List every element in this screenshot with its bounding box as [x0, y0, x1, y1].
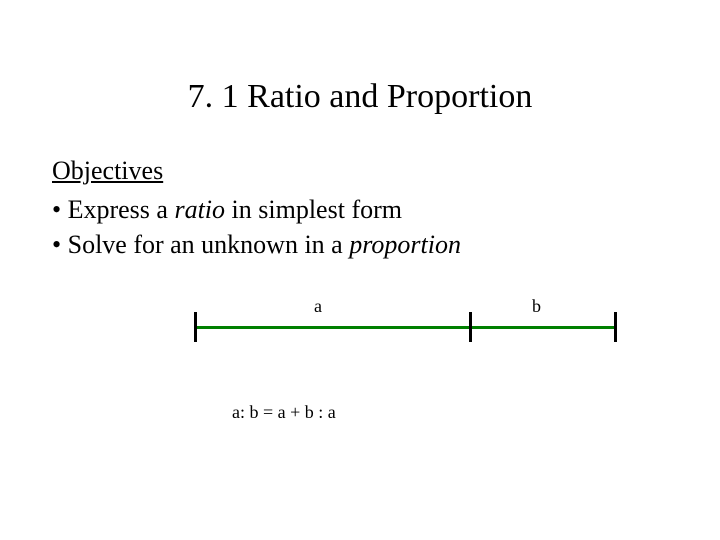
bullet1-italic: ratio	[174, 195, 225, 224]
tick-right	[614, 312, 617, 342]
bullet1-pre: • Express a	[52, 195, 174, 224]
bullet1-post: in simplest form	[225, 195, 402, 224]
content-area: Objectives • Express a ratio in simplest…	[0, 156, 720, 423]
tick-left	[194, 312, 197, 342]
bullet2-pre: • Solve for an unknown in a	[52, 230, 349, 259]
bullet-item-1: • Express a ratio in simplest form	[52, 192, 668, 227]
tick-middle	[469, 312, 472, 342]
segment-line	[194, 326, 614, 329]
ratio-equation: a: b = a + b : a	[232, 402, 668, 423]
bullet2-italic: proportion	[349, 230, 461, 259]
segment-label-a: a	[314, 296, 322, 317]
bullet-item-2: • Solve for an unknown in a proportion	[52, 227, 668, 262]
ratio-diagram: a b	[194, 302, 614, 352]
slide-title: 7. 1 Ratio and Proportion	[0, 0, 720, 156]
objectives-heading: Objectives	[52, 156, 668, 186]
segment-label-b: b	[532, 296, 541, 317]
